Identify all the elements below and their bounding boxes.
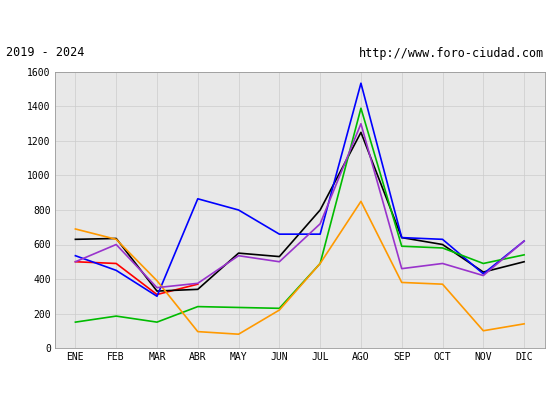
Text: Evolucion Nº Turistas Nacionales en el municipio de Mahora: Evolucion Nº Turistas Nacionales en el m… xyxy=(76,12,474,26)
Text: http://www.foro-ciudad.com: http://www.foro-ciudad.com xyxy=(359,46,544,60)
Text: 2019 - 2024: 2019 - 2024 xyxy=(6,46,84,60)
